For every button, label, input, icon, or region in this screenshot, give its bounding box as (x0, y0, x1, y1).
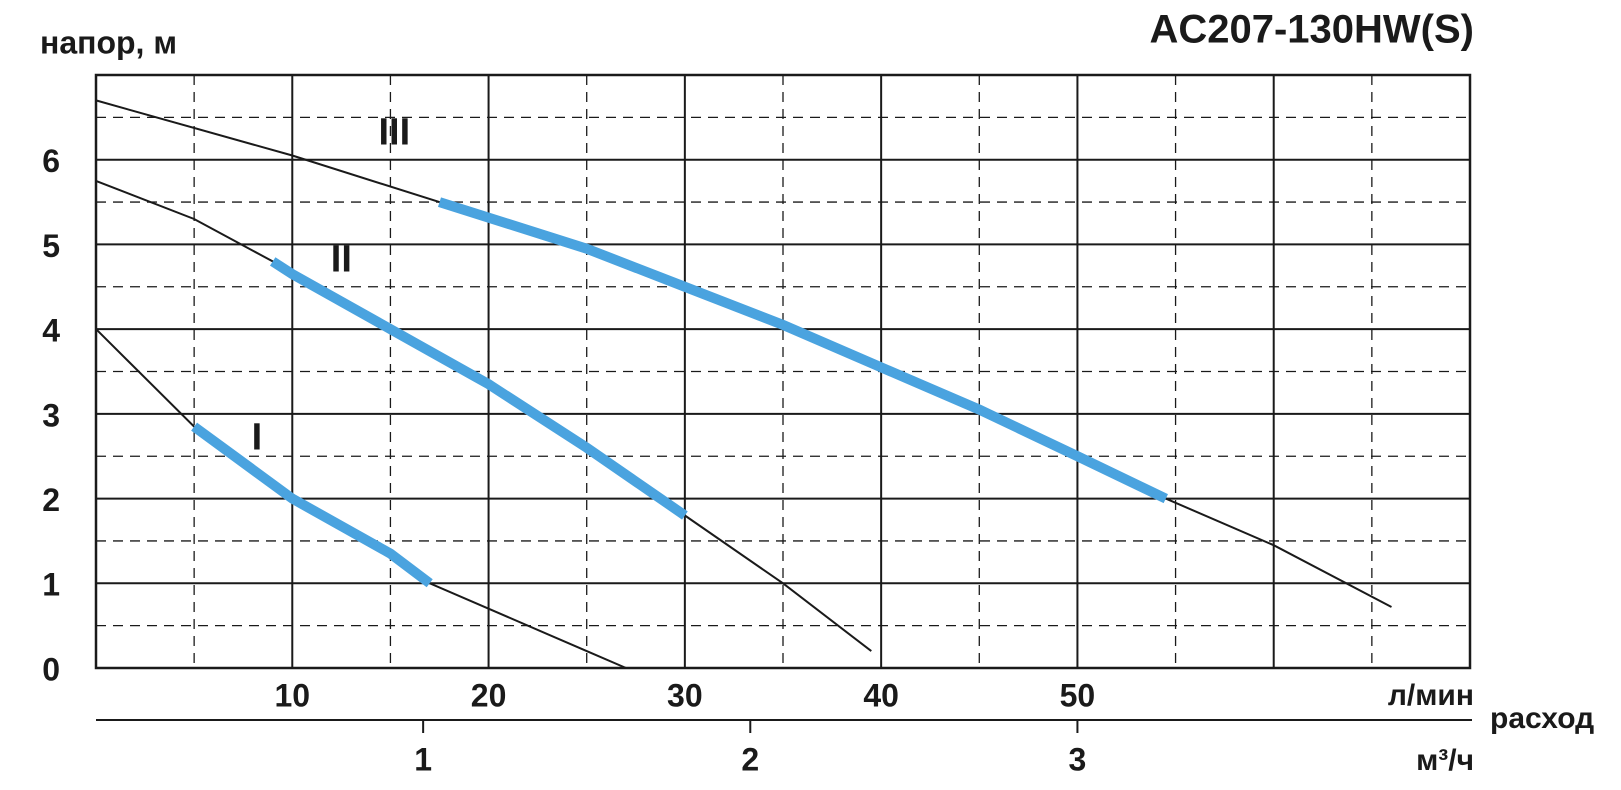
x-tick-label: 30 (667, 677, 703, 713)
curve-label: II (331, 238, 352, 280)
working-range (269, 257, 688, 520)
curve (95, 99, 1392, 608)
x-tick-label: 40 (863, 677, 899, 713)
chart-title: AC207-130HW(S) (1149, 8, 1474, 52)
y-tick-label: 5 (42, 228, 60, 264)
plot-frame (94, 73, 1472, 670)
y-tick-label: 3 (42, 397, 60, 433)
x-unit: л/мин (1388, 679, 1474, 712)
y-tick-label: 4 (42, 313, 60, 349)
x2-tick-label: 2 (741, 741, 759, 777)
x-tick-label: 10 (274, 677, 310, 713)
x2-unit: м³/ч (1416, 744, 1474, 777)
x2-tick-label: 3 (1069, 741, 1087, 777)
y-tick-label: 0 (42, 651, 60, 687)
y-tick-label: 6 (42, 143, 60, 179)
curve (95, 179, 872, 652)
x-tick-label: 50 (1060, 677, 1096, 713)
y-tick-label: 1 (42, 567, 60, 603)
y-tick-label: 2 (42, 482, 60, 518)
x-axis-label: расход (1490, 702, 1594, 735)
y-axis-label: напор, м (40, 24, 177, 60)
x-tick-label: 20 (471, 677, 507, 713)
working-range (191, 422, 433, 588)
working-range (437, 197, 1168, 504)
curve-label: I (252, 416, 263, 458)
curve-label: III (379, 111, 411, 153)
x2-tick-label: 1 (414, 741, 432, 777)
